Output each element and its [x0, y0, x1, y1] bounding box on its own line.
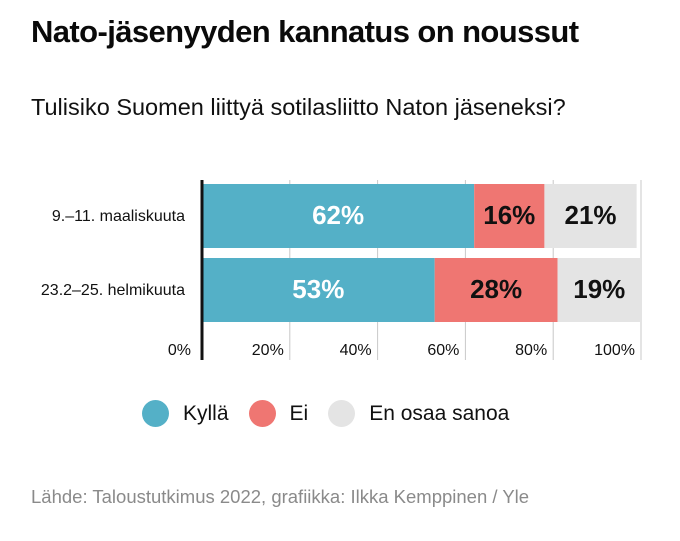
data-label-2-series-3: 19% [573, 274, 625, 304]
x-tick-label-100: 100% [594, 342, 635, 359]
bar-2-series-2 [434, 258, 558, 322]
data-label-1-series-1: 62% [312, 200, 364, 230]
x-tick-label-20: 20% [252, 342, 284, 359]
data-label-2-series-2: 28% [470, 274, 522, 304]
chart-legend: Kyllä Ei En osaa sanoa [142, 400, 529, 427]
source-note: Lähde: Taloustutkimus 2022, grafiikka: I… [31, 486, 530, 507]
legend-label-ei: Ei [289, 401, 309, 425]
legend-label-eos: En osaa sanoa [369, 401, 510, 425]
data-label-2-series-1: 53% [292, 274, 344, 304]
chart-title: Nato-jäsenyyden kannatus on noussut [31, 14, 579, 49]
category-label-2: 23.2–25. helmikuuta [41, 282, 185, 299]
x-tick-label-0: 0% [168, 342, 191, 359]
chart-subtitle: Tulisiko Suomen liittyä sotilasliitto Na… [31, 94, 566, 120]
legend-swatch-eos [328, 400, 356, 427]
legend-label-kylla: Kyllä [183, 401, 229, 425]
legend-item-eos: En osaa sanoa [328, 400, 509, 427]
bar-1-series-2 [474, 184, 545, 248]
legend-swatch-kylla [142, 400, 169, 427]
bar-1-series-1 [202, 184, 475, 248]
legend-item-ei: Ei [248, 400, 309, 427]
data-label-1-series-2: 16% [483, 200, 535, 230]
data-label-1-series-3: 21% [564, 200, 616, 230]
category-label-1: 9.–11. maaliskuuta [52, 208, 185, 225]
x-tick-label-80: 80% [515, 342, 547, 359]
stacked-bar-chart: 62% 16% 21% 9.–11. maaliskuuta 53% 28% 19% 23.2… [41, 180, 642, 360]
bar-1-series-3 [544, 184, 637, 248]
legend-swatch-ei [248, 400, 276, 427]
x-tick-label-40: 40% [340, 342, 372, 359]
x-tick-label-60: 60% [427, 342, 459, 359]
legend-item-kylla: Kyllä [142, 400, 229, 427]
bar-2-series-3 [557, 258, 641, 322]
bar-2-series-1 [202, 258, 435, 322]
